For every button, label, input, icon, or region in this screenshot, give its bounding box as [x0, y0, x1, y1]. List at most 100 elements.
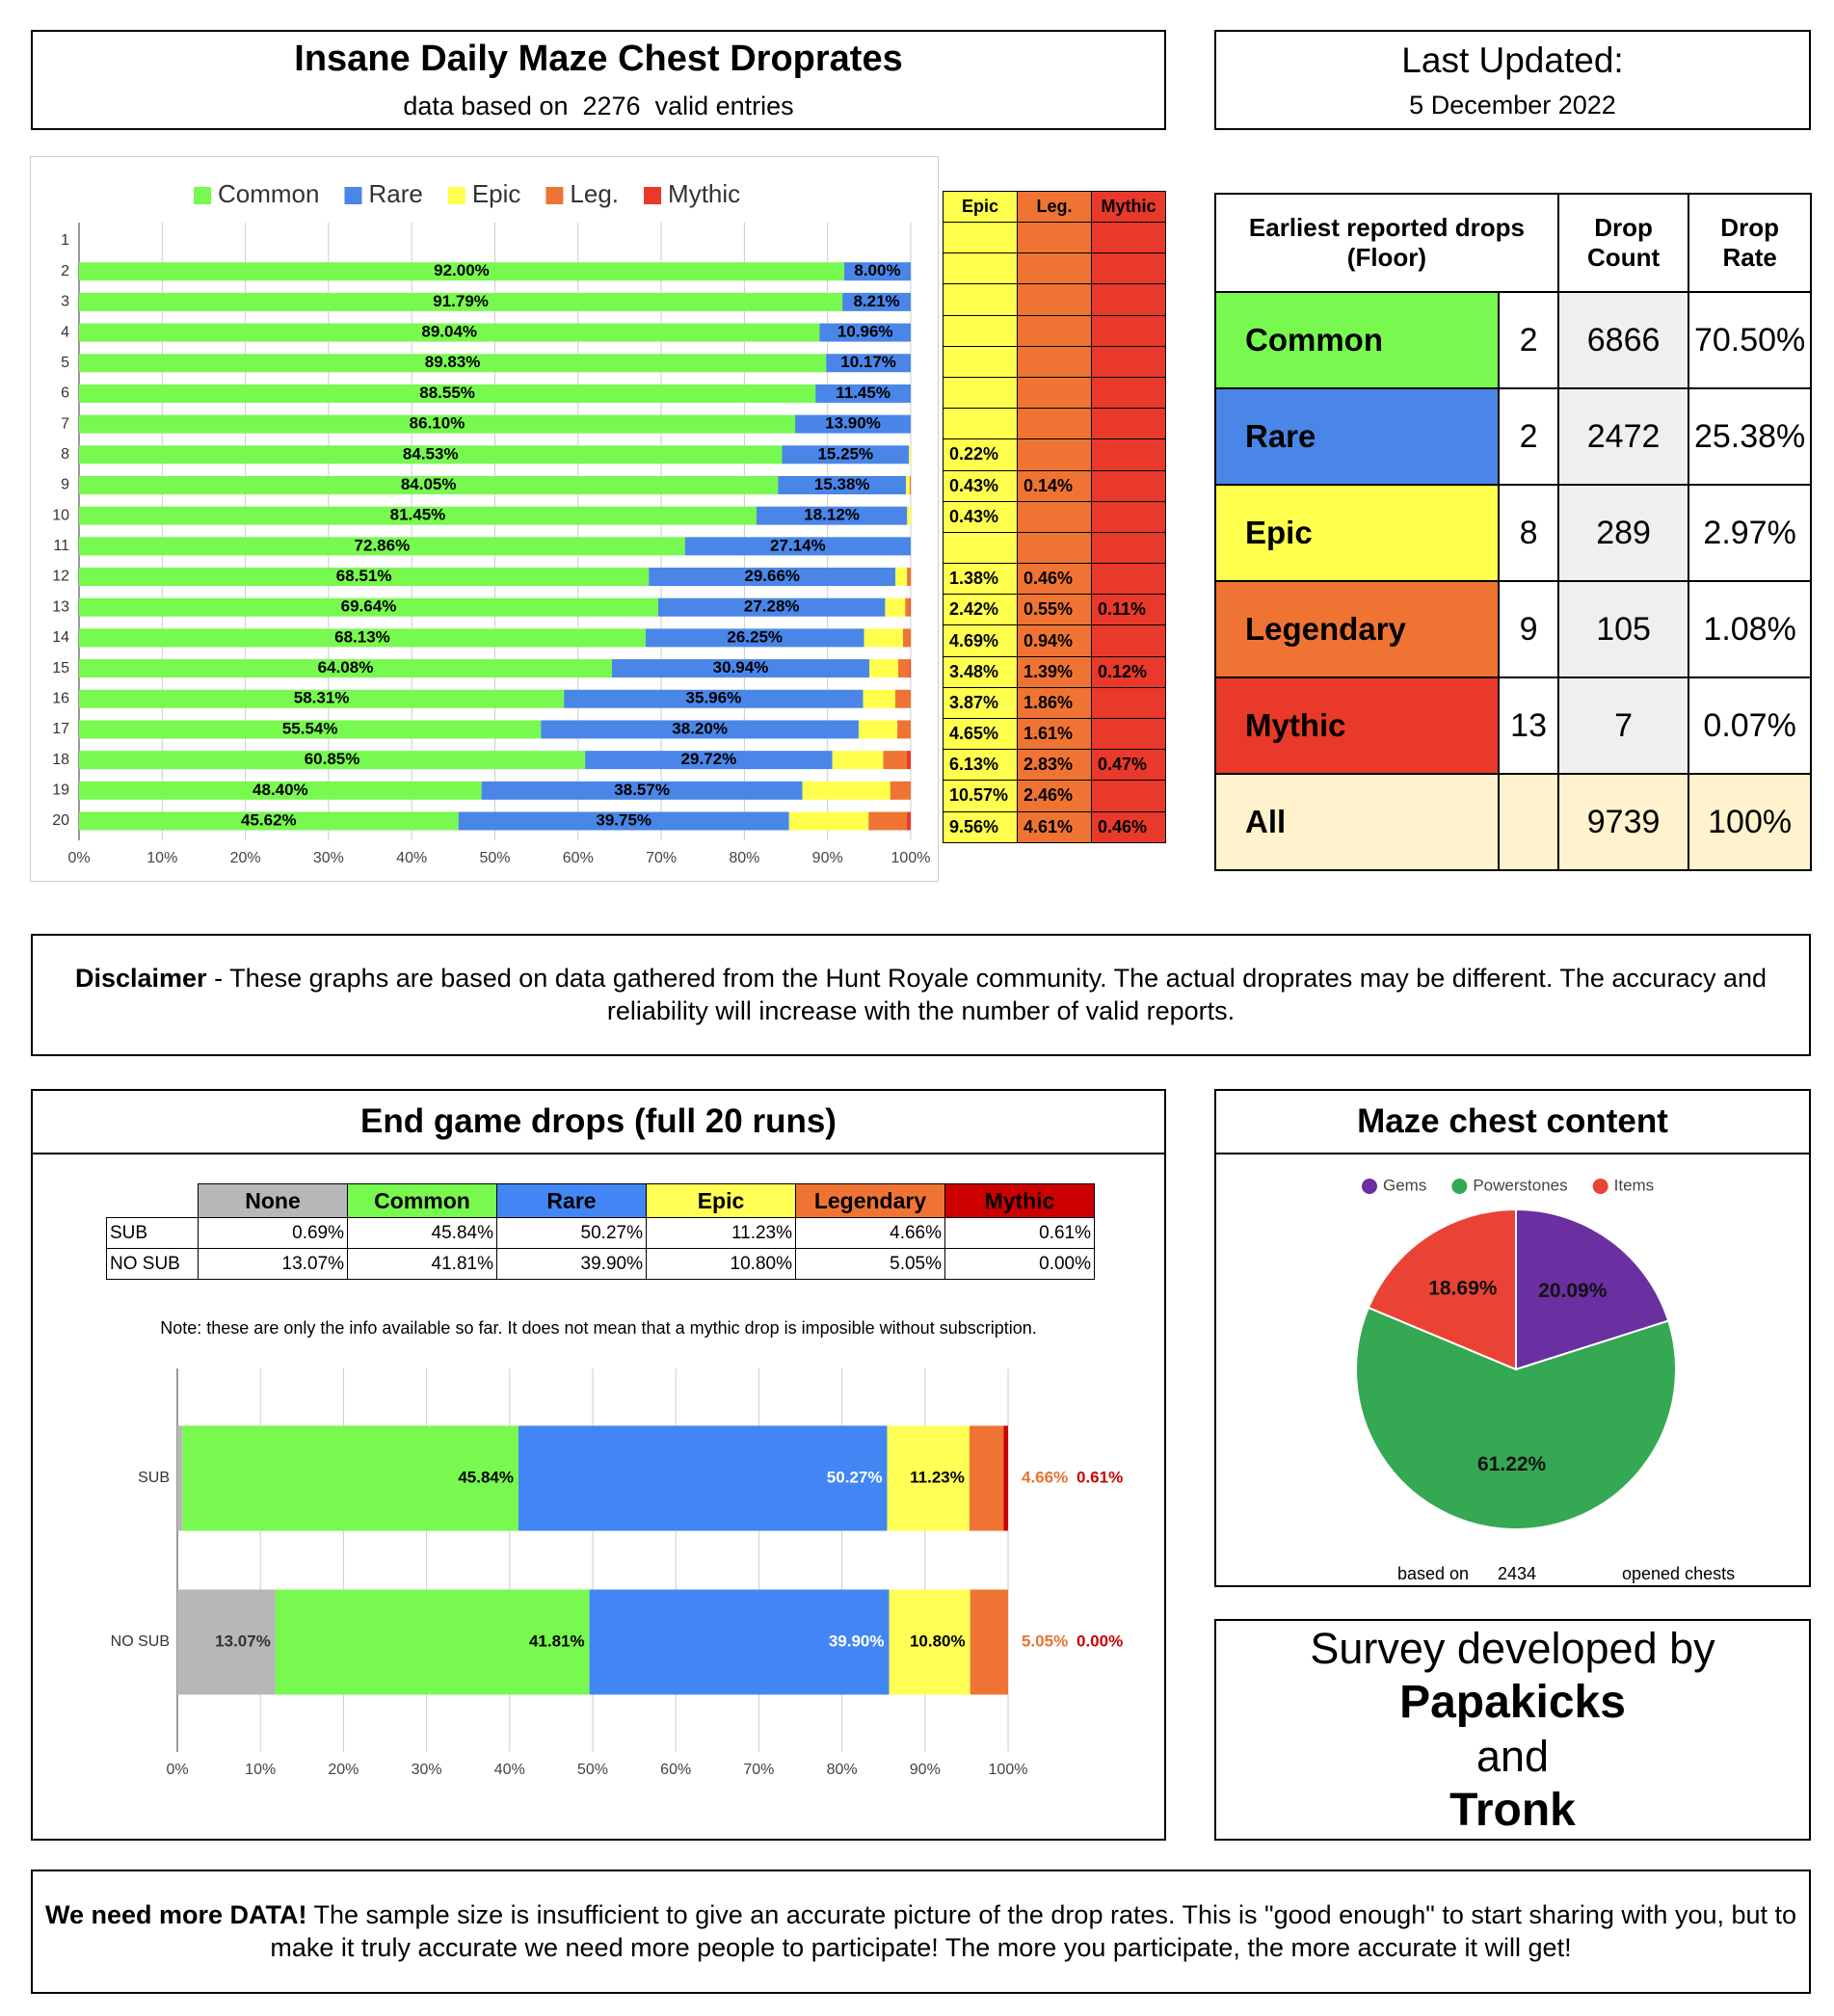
table-cell [1017, 283, 1092, 316]
table-row: 10.57% 2.46% [943, 780, 1166, 812]
bar-segment [869, 659, 899, 678]
maze-chest-title: Maze chest content [1216, 1091, 1809, 1154]
column-header: Mythic [944, 1183, 1095, 1218]
legend-label: Items [1614, 1176, 1655, 1194]
table-cell: 100% [1688, 773, 1812, 871]
credits-box: Survey developed by Papakicks and Tronk [1214, 1619, 1811, 1841]
x-tick-label: 60% [660, 1762, 691, 1778]
table-cell: 10.57% [943, 780, 1018, 812]
bar-segment [177, 1425, 183, 1531]
table-cell [1091, 438, 1166, 471]
table-cell: 0.47% [1091, 749, 1166, 782]
table-cell [1091, 283, 1166, 316]
x-tick-label: 50% [577, 1762, 608, 1778]
data-label: 10.96% [837, 323, 893, 341]
column-header: Mythic [1091, 191, 1166, 223]
table-cell [1091, 531, 1166, 565]
slice-label: 18.69% [1428, 1278, 1498, 1300]
footer-box: We need more DATA! The sample size is in… [31, 1870, 1811, 1994]
y-tick-label: 2 [61, 263, 69, 279]
table-cell: 1.39% [1017, 655, 1092, 688]
subtitle: data based on 2276 valid entries [403, 92, 793, 121]
data-label: 69.64% [341, 597, 397, 616]
table-cell [1091, 376, 1166, 410]
title: Insane Daily Maze Chest Droprates [294, 39, 903, 79]
bar-segment [589, 1589, 890, 1695]
bar-segment [897, 720, 911, 739]
legend-label: Leg. [570, 179, 619, 208]
table-cell [1017, 345, 1092, 378]
data-label: 11.45% [836, 384, 890, 402]
subtitle-lead: data based on [403, 92, 569, 120]
table-row: Legendary 9 105 1.08% [1213, 580, 1812, 678]
data-label: 38.20% [672, 719, 728, 737]
x-tick-label: 90% [910, 1762, 941, 1778]
table-cell: Common [1213, 291, 1501, 389]
data-label: 92.00% [434, 261, 490, 279]
table-row: Mythic 13 7 0.07% [1213, 676, 1812, 775]
table-row: 9.56% 4.61% 0.46% [943, 810, 1166, 843]
bar-segment [788, 811, 869, 831]
bar-segment [858, 720, 898, 739]
table-cell [943, 221, 1018, 254]
table-cell: 2.97% [1688, 484, 1812, 582]
bar-segment [970, 1589, 1008, 1695]
data-label: 72.86% [355, 536, 411, 554]
bar-segment [541, 720, 859, 739]
table-cell [1017, 252, 1092, 285]
table-cell [1091, 252, 1166, 285]
end-game-title: End game drops (full 20 runs) [33, 1091, 1164, 1154]
table-row [943, 314, 1166, 347]
data-label: 84.05% [401, 475, 457, 493]
data-label: 89.83% [425, 353, 481, 371]
table-cell [1498, 773, 1559, 871]
data-label: 8.00% [854, 261, 900, 279]
x-tick-label: 100% [989, 1762, 1028, 1778]
x-tick-label: 30% [412, 1762, 442, 1778]
bar-segment [906, 751, 911, 770]
table-cell [1017, 408, 1092, 440]
bar-segment [910, 659, 912, 678]
x-tick-label: 30% [313, 850, 344, 866]
end-game-note: Note: these are only the info available … [160, 1318, 1037, 1338]
table-row: 0.43% [943, 500, 1166, 533]
x-tick-label: 20% [230, 850, 261, 866]
table-row: 3.87% 1.86% [943, 686, 1166, 720]
data-label: 39.75% [596, 810, 651, 829]
end-game-panel: End game drops (full 20 runs) None Common… [31, 1089, 1166, 1841]
column-header: Earliest reported drops (Floor) [1214, 193, 1559, 293]
data-label: 10.80% [910, 1631, 966, 1650]
table-row: 6.13% 2.83% 0.47% [943, 749, 1166, 782]
table-cell [943, 531, 1018, 565]
table-row: 1.38% 0.46% [943, 563, 1166, 596]
x-tick-label: 10% [146, 850, 177, 866]
bar-segment [177, 1589, 276, 1695]
bar-segment [481, 781, 803, 800]
table-row [943, 531, 1166, 565]
table-row: 0.43% 0.14% [943, 469, 1166, 502]
y-tick-label: 18 [52, 752, 69, 768]
table-cell: 1.08% [1688, 580, 1812, 678]
table-cell: 7 [1556, 676, 1690, 775]
footer-lead: We need more DATA! [44, 1899, 307, 1929]
data-label: 13.07% [215, 1631, 271, 1650]
y-tick-label: 7 [61, 415, 69, 432]
bar-segment [969, 1425, 1004, 1531]
end-game-chart: 0%10%20%30%40%50%60%70%80%90%100%SUB0.69… [111, 1368, 1123, 1778]
x-tick-label: 50% [479, 850, 510, 866]
table-cell [1091, 345, 1166, 378]
data-label: 5.05% [1022, 1631, 1068, 1650]
data-label: 45.62% [241, 810, 297, 829]
table-cell: 0.46% [1091, 810, 1166, 843]
bar-segment [79, 781, 482, 800]
credit-name: Papakicks [1399, 1677, 1626, 1728]
table-cell [1091, 563, 1166, 596]
table-cell [943, 314, 1018, 347]
data-label: 15.38% [814, 475, 870, 493]
bar-segment [907, 568, 912, 587]
table-row: Rare 2 2472 25.38% [1213, 387, 1812, 486]
data-label: 30.94% [713, 658, 769, 676]
table-row [943, 283, 1166, 316]
bar-segment [864, 628, 903, 648]
